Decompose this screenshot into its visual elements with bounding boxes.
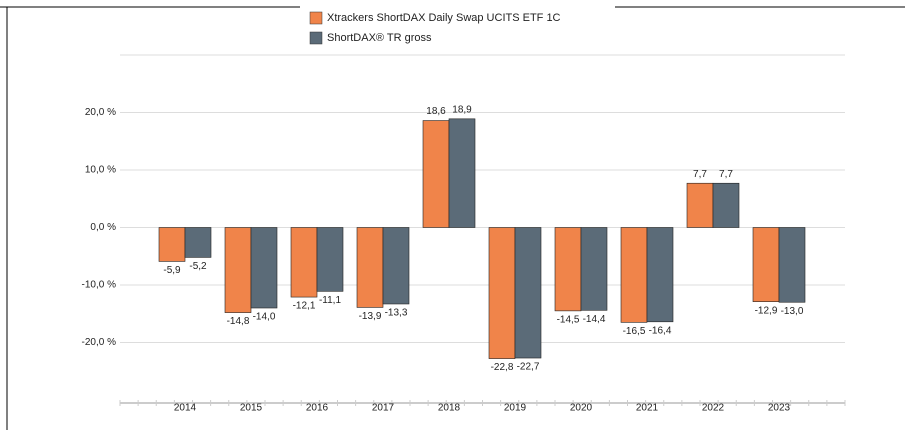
bar bbox=[184, 227, 212, 258]
value-label: -22,7 bbox=[517, 362, 540, 373]
x-tick-label: 2015 bbox=[240, 403, 263, 414]
value-label: -16,5 bbox=[623, 326, 646, 337]
bar bbox=[752, 227, 780, 302]
value-label: -5,9 bbox=[163, 265, 181, 276]
x-tick-label: 2022 bbox=[702, 403, 725, 414]
x-tick-label: 2023 bbox=[768, 403, 791, 414]
x-tick-label: 2016 bbox=[306, 403, 329, 414]
bar bbox=[448, 118, 476, 228]
x-tick-label: 2018 bbox=[438, 403, 461, 414]
x-tick-label: 2020 bbox=[570, 403, 593, 414]
bar bbox=[646, 227, 674, 323]
bar bbox=[778, 227, 806, 303]
legend-label: ShortDAX® TR gross bbox=[327, 32, 432, 44]
value-label: 7,7 bbox=[719, 169, 733, 180]
value-label: -14,0 bbox=[253, 312, 276, 323]
bar bbox=[712, 182, 740, 228]
value-label: -13,3 bbox=[385, 308, 408, 319]
legend-swatch bbox=[309, 31, 323, 45]
bar bbox=[620, 227, 648, 323]
x-tick-label: 2017 bbox=[372, 403, 395, 414]
value-label: 18,6 bbox=[426, 106, 446, 117]
value-label: -14,4 bbox=[583, 314, 606, 325]
value-label: -5,2 bbox=[189, 261, 207, 272]
bar bbox=[290, 227, 318, 298]
legend-label: Xtrackers ShortDAX Daily Swap UCITS ETF … bbox=[327, 12, 561, 24]
value-label: 18,9 bbox=[452, 104, 472, 115]
y-tick-label: 20,0 % bbox=[85, 107, 116, 118]
bar bbox=[356, 227, 384, 308]
bar bbox=[488, 227, 516, 359]
bar bbox=[422, 120, 450, 228]
bar bbox=[580, 227, 608, 311]
legend-swatch bbox=[309, 11, 323, 25]
value-label: 7,7 bbox=[693, 169, 707, 180]
value-label: -16,4 bbox=[649, 325, 672, 336]
value-label: -11,1 bbox=[319, 295, 341, 306]
bar bbox=[382, 227, 410, 305]
value-label: -14,5 bbox=[557, 315, 580, 326]
bar bbox=[316, 227, 344, 292]
y-tick-label: -20,0 % bbox=[82, 337, 117, 348]
y-tick-label: -10,0 % bbox=[82, 280, 117, 291]
bar bbox=[250, 227, 278, 309]
y-tick-label: 10,0 % bbox=[85, 165, 116, 176]
value-label: -22,8 bbox=[491, 362, 514, 373]
value-label: -13,0 bbox=[781, 306, 804, 317]
value-label: -12,1 bbox=[293, 301, 316, 312]
value-label: -14,8 bbox=[227, 316, 250, 327]
bar bbox=[224, 227, 252, 313]
x-tick-label: 2014 bbox=[174, 403, 197, 414]
y-tick-label: 0,0 % bbox=[90, 222, 116, 233]
bar bbox=[686, 182, 714, 228]
x-tick-label: 2019 bbox=[504, 403, 527, 414]
bar bbox=[554, 227, 582, 312]
value-label: -13,9 bbox=[359, 311, 382, 322]
value-label: -12,9 bbox=[755, 305, 778, 316]
x-tick-label: 2021 bbox=[636, 403, 659, 414]
bar bbox=[514, 227, 542, 359]
bar bbox=[158, 227, 186, 262]
